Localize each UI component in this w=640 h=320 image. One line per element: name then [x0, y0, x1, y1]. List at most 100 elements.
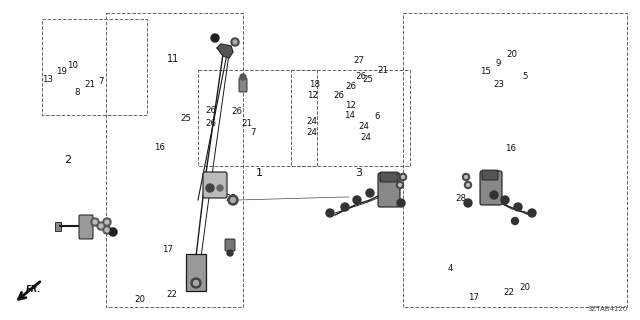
Text: 5: 5: [522, 72, 527, 81]
FancyBboxPatch shape: [186, 254, 206, 291]
Text: 10: 10: [67, 61, 78, 70]
Circle shape: [109, 228, 117, 236]
FancyBboxPatch shape: [378, 173, 400, 207]
Circle shape: [501, 196, 509, 204]
Text: 20: 20: [134, 295, 145, 304]
Text: 20: 20: [519, 284, 531, 292]
FancyBboxPatch shape: [203, 172, 227, 198]
Text: 21: 21: [241, 119, 252, 128]
Text: 21: 21: [84, 80, 95, 89]
Circle shape: [514, 203, 522, 211]
Text: 3: 3: [355, 168, 362, 178]
Circle shape: [464, 199, 472, 207]
Text: 19: 19: [56, 68, 67, 76]
Bar: [106, 13, 243, 307]
Bar: [403, 13, 627, 307]
Circle shape: [105, 220, 109, 224]
FancyBboxPatch shape: [482, 170, 498, 180]
Text: 28: 28: [225, 194, 236, 203]
Text: 1: 1: [256, 168, 262, 178]
Text: 26: 26: [345, 82, 356, 91]
Text: 12: 12: [345, 101, 356, 110]
Text: 24: 24: [358, 122, 369, 131]
Text: 26: 26: [333, 91, 345, 100]
Text: 25: 25: [180, 114, 191, 123]
Circle shape: [99, 224, 103, 228]
Circle shape: [353, 196, 361, 204]
Circle shape: [397, 181, 403, 188]
Circle shape: [97, 222, 105, 230]
Text: 15: 15: [479, 67, 491, 76]
Text: 24: 24: [307, 128, 318, 137]
Circle shape: [233, 40, 237, 44]
Text: 22: 22: [503, 288, 515, 297]
Circle shape: [399, 173, 406, 180]
Text: 23: 23: [493, 80, 505, 89]
Text: 16: 16: [505, 144, 516, 153]
Text: 26: 26: [231, 108, 243, 116]
Polygon shape: [217, 44, 233, 58]
Circle shape: [397, 199, 405, 207]
Text: 25: 25: [362, 76, 374, 84]
Circle shape: [399, 183, 401, 187]
Text: 17: 17: [468, 293, 479, 302]
Circle shape: [490, 191, 498, 199]
Text: 27: 27: [353, 56, 364, 65]
FancyBboxPatch shape: [54, 221, 61, 230]
Circle shape: [93, 220, 97, 224]
Text: 24: 24: [307, 117, 318, 126]
Circle shape: [91, 218, 99, 226]
FancyBboxPatch shape: [380, 172, 398, 182]
FancyBboxPatch shape: [79, 215, 93, 239]
Text: 26: 26: [205, 119, 217, 128]
Text: FR.: FR.: [26, 285, 42, 294]
Text: 8: 8: [74, 88, 79, 97]
Text: SZTAB4120: SZTAB4120: [588, 306, 628, 312]
Circle shape: [326, 209, 334, 217]
Text: 11: 11: [166, 54, 179, 64]
Circle shape: [528, 209, 536, 217]
Circle shape: [103, 218, 111, 226]
Circle shape: [401, 175, 404, 179]
Circle shape: [228, 195, 238, 205]
Circle shape: [227, 250, 233, 256]
Circle shape: [230, 197, 236, 203]
Text: 17: 17: [162, 245, 173, 254]
FancyBboxPatch shape: [225, 239, 235, 251]
Text: 28: 28: [455, 194, 467, 203]
Text: 24: 24: [360, 133, 372, 142]
Text: 2: 2: [63, 155, 71, 165]
Text: 16: 16: [154, 143, 166, 152]
Text: 9: 9: [495, 59, 500, 68]
Circle shape: [217, 185, 223, 191]
Text: 4: 4: [447, 264, 452, 273]
Text: 20: 20: [506, 50, 518, 59]
Text: 12: 12: [307, 92, 318, 100]
Text: 21: 21: [377, 66, 388, 75]
Bar: [291, 70, 410, 166]
Circle shape: [465, 175, 467, 179]
Circle shape: [341, 203, 349, 211]
Circle shape: [467, 183, 470, 187]
Circle shape: [463, 173, 470, 180]
Circle shape: [103, 226, 111, 234]
Text: 26: 26: [205, 106, 217, 115]
Circle shape: [211, 34, 219, 42]
Circle shape: [366, 189, 374, 197]
Circle shape: [193, 281, 198, 285]
Circle shape: [465, 181, 472, 188]
Circle shape: [231, 38, 239, 46]
Text: 26: 26: [355, 72, 367, 81]
Bar: [42, 19, 147, 115]
Circle shape: [240, 74, 246, 80]
Text: 18: 18: [309, 80, 321, 89]
FancyBboxPatch shape: [480, 171, 502, 205]
Circle shape: [206, 184, 214, 192]
Text: 7: 7: [99, 77, 104, 86]
Text: 7: 7: [250, 128, 255, 137]
Circle shape: [105, 228, 109, 232]
FancyBboxPatch shape: [239, 78, 247, 92]
Circle shape: [191, 278, 201, 288]
Bar: [198, 70, 317, 166]
Text: 22: 22: [166, 290, 177, 299]
